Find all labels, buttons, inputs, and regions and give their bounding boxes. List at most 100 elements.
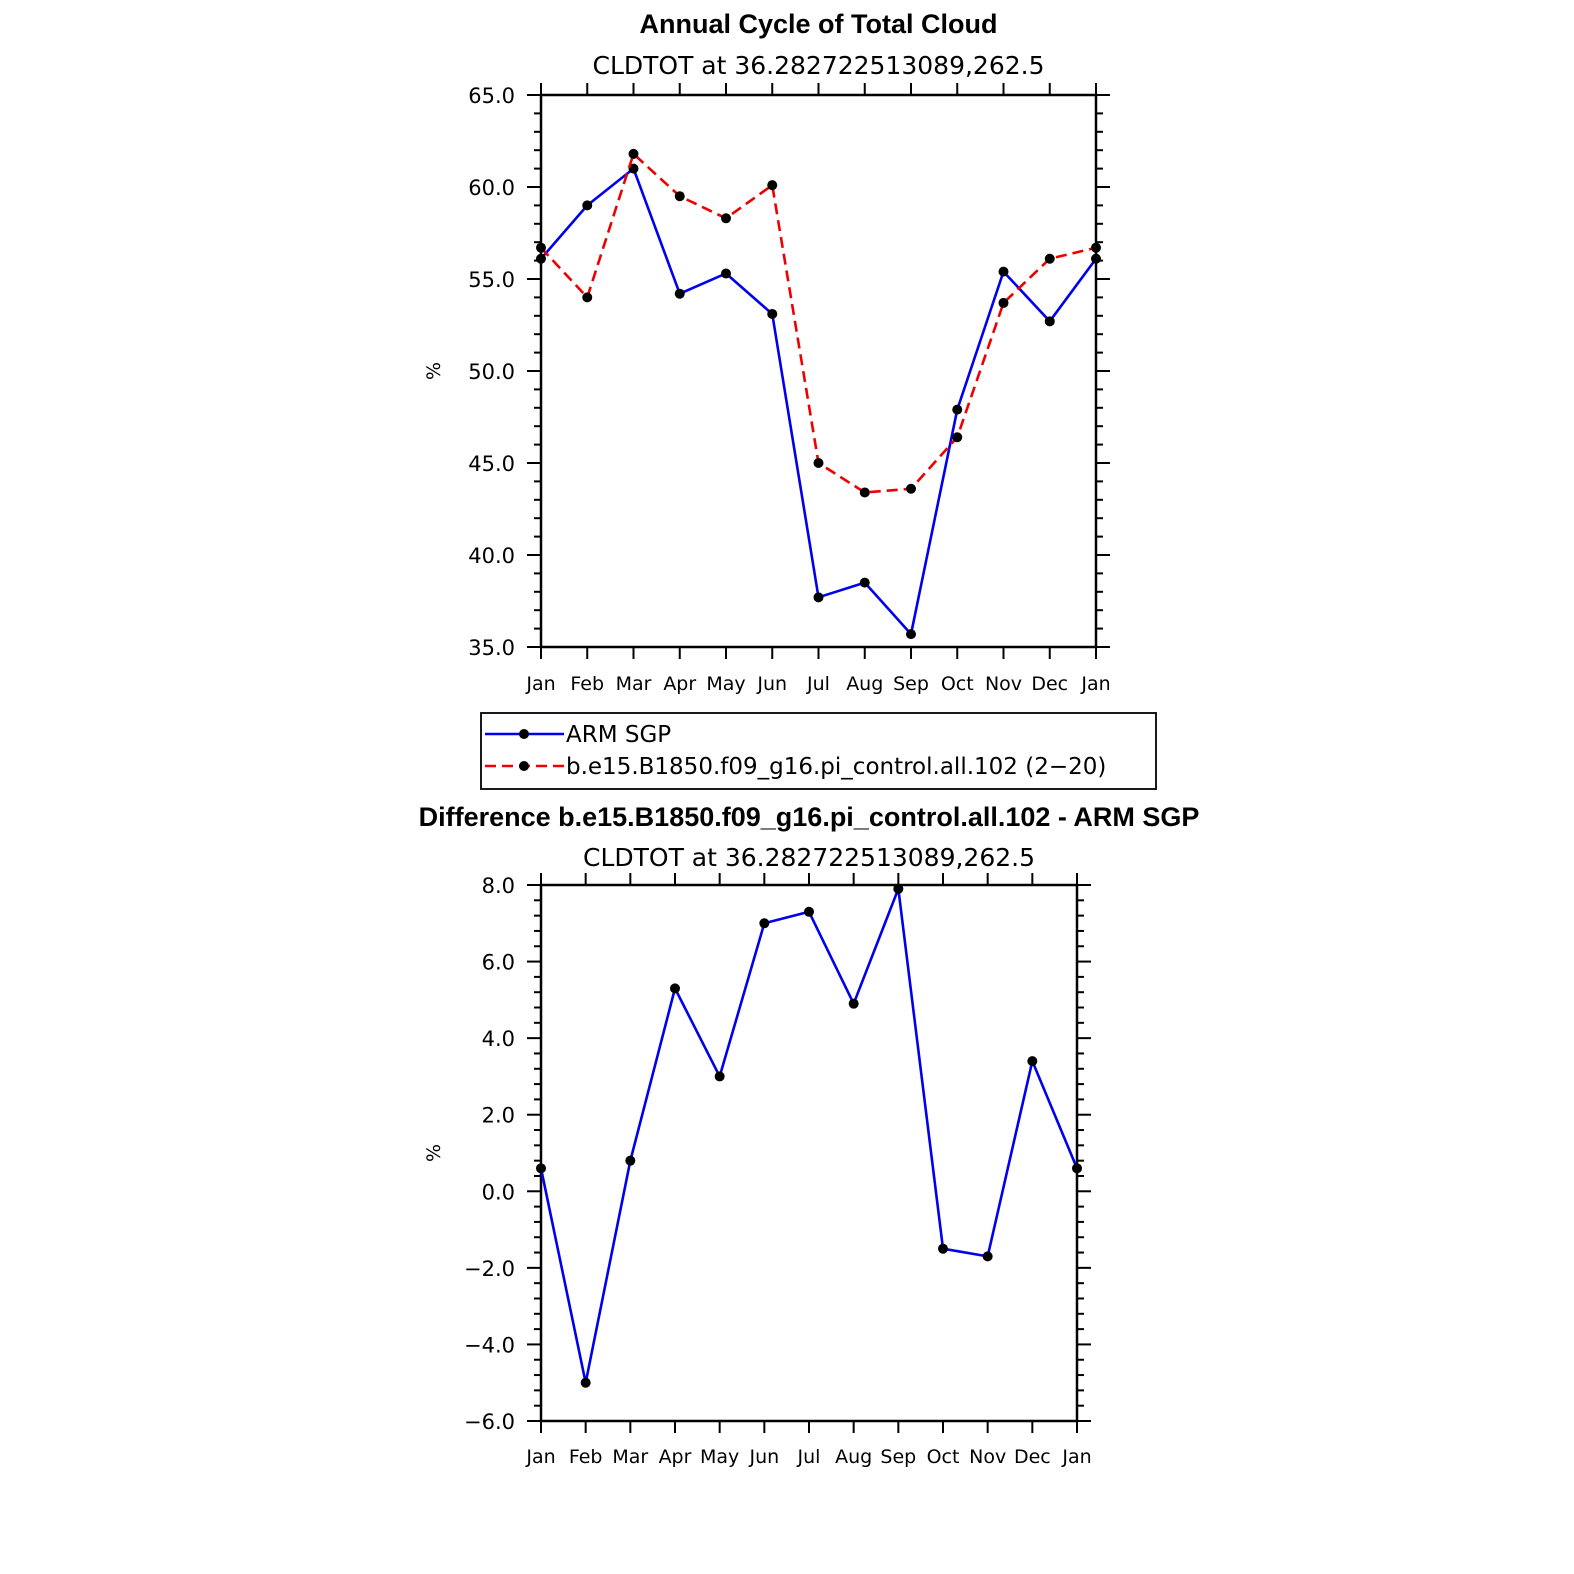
- x-tick-label: Aug: [835, 1446, 872, 1468]
- data-point: [859, 487, 870, 498]
- chart-subtitle: CLDTOT at 36.282722513089,262.5: [583, 843, 1035, 872]
- data-point: [859, 577, 870, 588]
- data-point: [674, 288, 685, 299]
- x-tick-label: Jun: [756, 673, 787, 695]
- x-tick-label: Dec: [1014, 1446, 1051, 1468]
- data-point: [674, 191, 685, 202]
- y-tick-label: 45.0: [468, 452, 515, 476]
- chart-subtitle: CLDTOT at 36.282722513089,262.5: [592, 51, 1044, 80]
- data-point: [1072, 1163, 1082, 1174]
- data-point: [670, 983, 680, 994]
- legend: ARM SGP b.e15.B1850.f09_g16.pi_control.al…: [480, 712, 1157, 790]
- x-tick-label: Sep: [893, 673, 929, 695]
- plot-frame: [539, 883, 1079, 1423]
- x-tick-label: Jul: [797, 1446, 821, 1468]
- data-point: [813, 458, 824, 468]
- data-point: [628, 148, 639, 159]
- data-point: [893, 883, 904, 894]
- data-point: [998, 297, 1009, 308]
- x-tick-label: Oct: [941, 673, 974, 695]
- data-point: [952, 432, 963, 443]
- data-point: [1091, 253, 1101, 264]
- x-tick-label: Aug: [846, 673, 883, 695]
- data-point: [721, 268, 731, 279]
- plot-frame: [539, 93, 1098, 649]
- y-tick-label: 6.0: [482, 951, 515, 975]
- x-tick-label: Jan: [1080, 673, 1110, 695]
- y-tick-label: 4.0: [482, 1027, 515, 1051]
- data-point: [952, 404, 963, 415]
- legend-label: b.e15.B1850.f09_g16.pi_control.all.102 (…: [566, 754, 1106, 780]
- data-point: [906, 629, 916, 640]
- x-tick-label: Jan: [1061, 1446, 1091, 1468]
- y-tick-label: 0.0: [482, 1180, 515, 1204]
- x-tick-label: Jun: [748, 1446, 779, 1468]
- data-point: [1044, 253, 1055, 264]
- legend-label: ARM SGP: [566, 722, 671, 748]
- series-line: [540, 152, 1097, 494]
- data-point: [1044, 316, 1055, 327]
- y-tick-label: 35.0: [468, 636, 515, 660]
- x-tick-label: May: [706, 673, 745, 695]
- data-point: [721, 213, 731, 224]
- legend-swatch-marker: [519, 761, 529, 771]
- data-point: [582, 292, 593, 303]
- chart-2: Difference b.e15.B1850.f09_g16.pi_contro…: [419, 802, 1200, 1468]
- x-tick-label: Dec: [1031, 673, 1068, 695]
- data-point: [767, 308, 778, 319]
- x-tick-label: Jan: [525, 673, 555, 695]
- y-tick-label: 2.0: [482, 1104, 515, 1128]
- data-point: [998, 266, 1009, 277]
- series-1: [536, 163, 1101, 640]
- x-tick-label: Apr: [659, 1446, 692, 1468]
- data-point: [1091, 242, 1101, 253]
- y-tick-label: 40.0: [468, 544, 515, 568]
- x-tick-label: Feb: [569, 1446, 603, 1468]
- y-tick-label: −2.0: [464, 1257, 515, 1281]
- x-tick-label: May: [700, 1446, 739, 1468]
- data-point: [625, 1155, 636, 1166]
- y-tick-label: 65.0: [468, 84, 515, 108]
- data-point: [759, 918, 770, 929]
- legend-swatch-marker: [519, 729, 529, 739]
- x-tick-label: Nov: [985, 673, 1022, 695]
- data-point: [813, 592, 824, 603]
- series-2: [536, 148, 1101, 498]
- data-point: [536, 1163, 546, 1174]
- y-tick-label: 55.0: [468, 268, 515, 292]
- data-point: [767, 180, 778, 191]
- y-tick-label: 8.0: [482, 874, 515, 898]
- x-tick-label: Mar: [612, 1446, 648, 1468]
- data-point: [714, 1071, 725, 1082]
- data-point: [1027, 1056, 1038, 1067]
- y-tick-label: 50.0: [468, 360, 515, 384]
- legend-box: [480, 712, 1157, 790]
- x-tick-label: Apr: [663, 673, 696, 695]
- data-point: [982, 1251, 993, 1262]
- y-tick-label: 60.0: [468, 176, 515, 200]
- x-tick-label: Oct: [927, 1446, 960, 1468]
- y-axis-label: %: [423, 362, 445, 380]
- y-tick-label: −4.0: [464, 1333, 515, 1357]
- chart-1: Annual Cycle of Total Cloud CLDTOT at 36.…: [423, 9, 1157, 790]
- data-point: [906, 483, 916, 494]
- series-line: [539, 887, 1079, 1385]
- x-tick-label: Jul: [806, 673, 830, 695]
- data-point: [580, 1377, 591, 1388]
- x-tick-label: Nov: [969, 1446, 1006, 1468]
- x-tick-label: Mar: [616, 673, 652, 695]
- x-tick-label: Jan: [525, 1446, 555, 1468]
- chart-title: Annual Cycle of Total Cloud: [639, 9, 997, 39]
- data-point: [804, 906, 814, 917]
- series-1: [536, 883, 1082, 1388]
- x-tick-label: Feb: [570, 673, 604, 695]
- y-tick-label: −6.0: [464, 1410, 515, 1434]
- data-point: [536, 253, 546, 264]
- data-point: [848, 998, 859, 1009]
- y-axis-label: %: [423, 1144, 445, 1162]
- data-point: [938, 1243, 948, 1254]
- x-tick-label: Sep: [880, 1446, 916, 1468]
- series-line: [540, 167, 1098, 636]
- data-point: [628, 163, 639, 174]
- data-point: [536, 242, 546, 253]
